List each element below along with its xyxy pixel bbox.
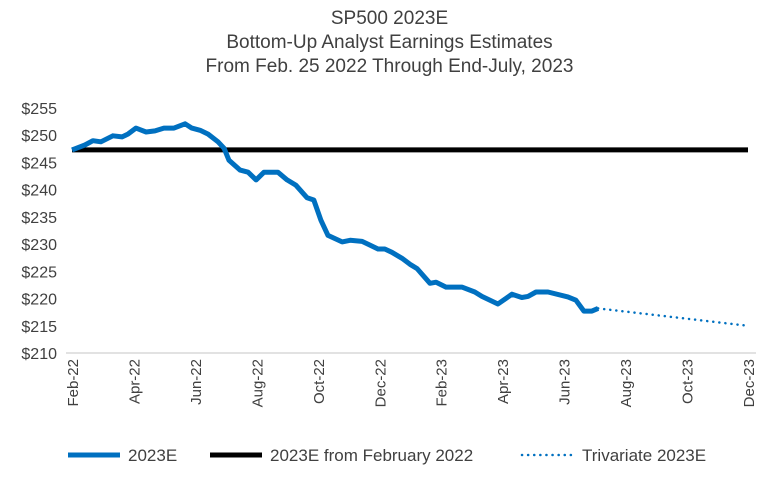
x-tick-label: Feb-23 — [434, 359, 451, 407]
y-tick-label: $220 — [21, 292, 57, 309]
x-tick-label: Aug-22 — [249, 359, 266, 407]
series-line-2 — [596, 307, 750, 328]
y-tick-label: $210 — [21, 346, 57, 363]
x-tick-label: Oct-22 — [311, 359, 328, 404]
y-tick-label: $245 — [21, 155, 57, 172]
x-tick-label: Oct-23 — [680, 359, 697, 404]
series-line-0 — [71, 121, 600, 314]
y-tick-label: $250 — [21, 128, 57, 145]
y-tick-label: $235 — [21, 210, 57, 227]
legend-label: 2023E — [128, 446, 177, 465]
chart-title-line-2: Bottom-Up Analyst Earnings Estimates — [226, 32, 553, 53]
legend-label: 2023E from February 2022 — [270, 446, 473, 465]
y-tick-label: $215 — [21, 319, 57, 336]
x-tick-label: Dec-22 — [372, 359, 389, 407]
y-tick-label: $225 — [21, 264, 57, 281]
x-tick-label: Apr-23 — [495, 359, 512, 404]
chart-title-line-1: SP500 2023E — [330, 8, 449, 29]
x-tick-label: Dec-23 — [741, 359, 758, 407]
x-tick-label: Jun-22 — [188, 359, 205, 405]
y-tick-label: $230 — [21, 237, 57, 254]
legend-label: Trivariate 2023E — [582, 446, 706, 465]
x-tick-label: Apr-22 — [126, 359, 143, 404]
x-tick-label: Feb-22 — [65, 359, 82, 407]
chart-title-line-3: From Feb. 25 2022 Through End-July, 2023 — [205, 56, 574, 77]
x-tick-label: Aug-23 — [618, 359, 635, 407]
y-tick-label: $240 — [21, 183, 57, 200]
x-tick-label: Jun-23 — [557, 359, 574, 405]
y-tick-label: $255 — [21, 101, 57, 118]
